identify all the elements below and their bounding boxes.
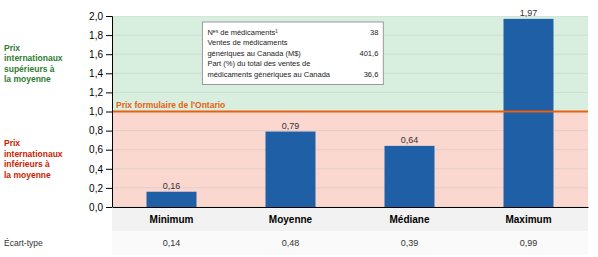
- grid-line: [112, 16, 588, 17]
- ecart-value: 0,48: [282, 238, 300, 248]
- y-tick: 0,4: [89, 164, 112, 175]
- y-tick: 0,0: [89, 202, 112, 213]
- info-box: Nᵉˢ de médicaments¹ 38 Ventes de médicamen…: [202, 22, 383, 85]
- ecart-label: Écart-type: [4, 238, 43, 248]
- info-box-label-line: Ventes de médicaments: [207, 38, 287, 47]
- info-box-value: 36,6: [364, 70, 379, 79]
- y-tick-label: 1,6: [89, 49, 103, 60]
- region-label-line: inférieurs à: [4, 159, 50, 169]
- y-tick-mark: [106, 131, 112, 132]
- region-label-line: Prix: [4, 43, 20, 53]
- y-tick-label: 0,8: [89, 125, 103, 136]
- x-tick: Médiane: [389, 207, 429, 225]
- info-box-label: Nᵉˢ de médicaments¹: [207, 28, 278, 37]
- bar: [266, 132, 316, 207]
- y-tick-label: 0,0: [89, 202, 103, 213]
- x-tick-label: Minimum: [150, 214, 194, 225]
- bar: [385, 146, 435, 207]
- y-tick-mark: [106, 92, 112, 93]
- info-box-value: 401,6: [360, 49, 379, 58]
- y-tick-label: 0,2: [89, 183, 103, 194]
- y-tick: 1,8: [89, 30, 112, 41]
- y-tick: 2,0: [89, 11, 112, 22]
- x-tick: Moyenne: [269, 207, 313, 225]
- data-label: 0,16: [163, 181, 181, 191]
- x-axis-line: [113, 207, 589, 208]
- region-label: Prixinternationauxsupérieurs àla moyenne: [4, 43, 63, 85]
- y-tick-mark: [106, 112, 112, 113]
- region-label: Prixinternationauxinférieurs àla moyenne: [4, 138, 63, 180]
- x-tick-label: Maximum: [505, 214, 551, 225]
- y-tick-mark: [106, 207, 112, 208]
- y-tick: 0,8: [89, 125, 112, 136]
- y-tick-mark: [106, 54, 112, 55]
- y-tick: 1,0: [89, 106, 112, 117]
- region-label-line: Prix: [4, 138, 20, 148]
- y-tick-label: 1,2: [89, 87, 103, 98]
- info-box-value: 38: [370, 28, 378, 37]
- chart: 0,0 0,2 0,4 0,6 0,8 1,0 1,2 1,4 1,6 1,8 2,0 Minimum…: [0, 0, 598, 257]
- x-strip: [112, 207, 588, 231]
- y-tick-mark: [106, 169, 112, 170]
- bar: [504, 19, 554, 207]
- grid: [112, 16, 588, 207]
- x-tick-label: Médiane: [389, 214, 429, 225]
- y-tick-mark: [106, 16, 112, 17]
- info-box-label: Part (%) du total des ventes de médicamen…: [207, 59, 330, 79]
- grid-line: [112, 111, 588, 112]
- ecart-value: 0,99: [520, 238, 538, 248]
- plot: 0,0 0,2 0,4 0,6 0,8 1,0 1,2 1,4 1,6 1,8 2,0 Minimum…: [89, 8, 588, 255]
- info-box-label-line: génériques au Canada (M$): [207, 49, 301, 58]
- data-label: 1,97: [520, 8, 538, 18]
- x-tick-label: Moyenne: [269, 214, 313, 225]
- y-tick: 1,2: [89, 87, 112, 98]
- info-box-label-line: Nᵉˢ de médicaments¹: [207, 28, 278, 37]
- y-tick-label: 1,8: [89, 30, 103, 41]
- ecart-value: 0,39: [401, 238, 419, 248]
- y-axis-line: [106, 17, 113, 208]
- bar: [147, 192, 197, 207]
- marks: [112, 16, 588, 207]
- data-label: 0,64: [401, 135, 419, 145]
- region-label-line: internationaux: [4, 53, 63, 63]
- data-label: 0,79: [282, 121, 300, 131]
- y-axis: 0,0 0,2 0,4 0,6 0,8 1,0 1,2 1,4 1,6 1,8 2,0: [89, 11, 112, 213]
- y-tick: 0,2: [89, 183, 112, 194]
- region-label-line: la moyenne: [4, 170, 51, 180]
- y-tick: 1,4: [89, 68, 112, 79]
- y-tick-mark: [106, 188, 112, 189]
- region-label-line: internationaux: [4, 149, 63, 159]
- y-tick-label: 1,0: [89, 106, 103, 117]
- x-axis: Minimum Moyenne Médiane Maximum: [113, 207, 589, 225]
- y-tick-label: 0,4: [89, 164, 103, 175]
- y-tick-label: 1,4: [89, 68, 103, 79]
- y-tick-label: 2,0: [89, 11, 103, 22]
- y-tick: 0,6: [89, 144, 112, 155]
- y-tick-mark: [106, 73, 112, 74]
- info-box-label: Ventes de médicaments génériques au Canad…: [207, 38, 301, 58]
- region-label-line: la moyenne: [4, 74, 51, 84]
- info-box-label-line: médicaments génériques au Canada: [207, 70, 330, 79]
- reference-label: Prix formulaire de l'Ontario: [116, 100, 225, 110]
- ecart-strip: [112, 231, 588, 255]
- region-label-line: supérieurs à: [4, 64, 55, 74]
- y-tick: 1,6: [89, 49, 112, 60]
- x-tick: Maximum: [505, 207, 551, 225]
- y-tick-label: 0,6: [89, 144, 103, 155]
- y-tick-mark: [106, 150, 112, 151]
- y-tick-mark: [106, 35, 112, 36]
- info-box-label-line: Part (%) du total des ventes de: [207, 59, 310, 68]
- x-tick: Minimum: [150, 207, 194, 225]
- info-box-frame: [202, 22, 383, 85]
- ecart-value: 0,14: [163, 238, 181, 248]
- reference-line: [112, 110, 588, 112]
